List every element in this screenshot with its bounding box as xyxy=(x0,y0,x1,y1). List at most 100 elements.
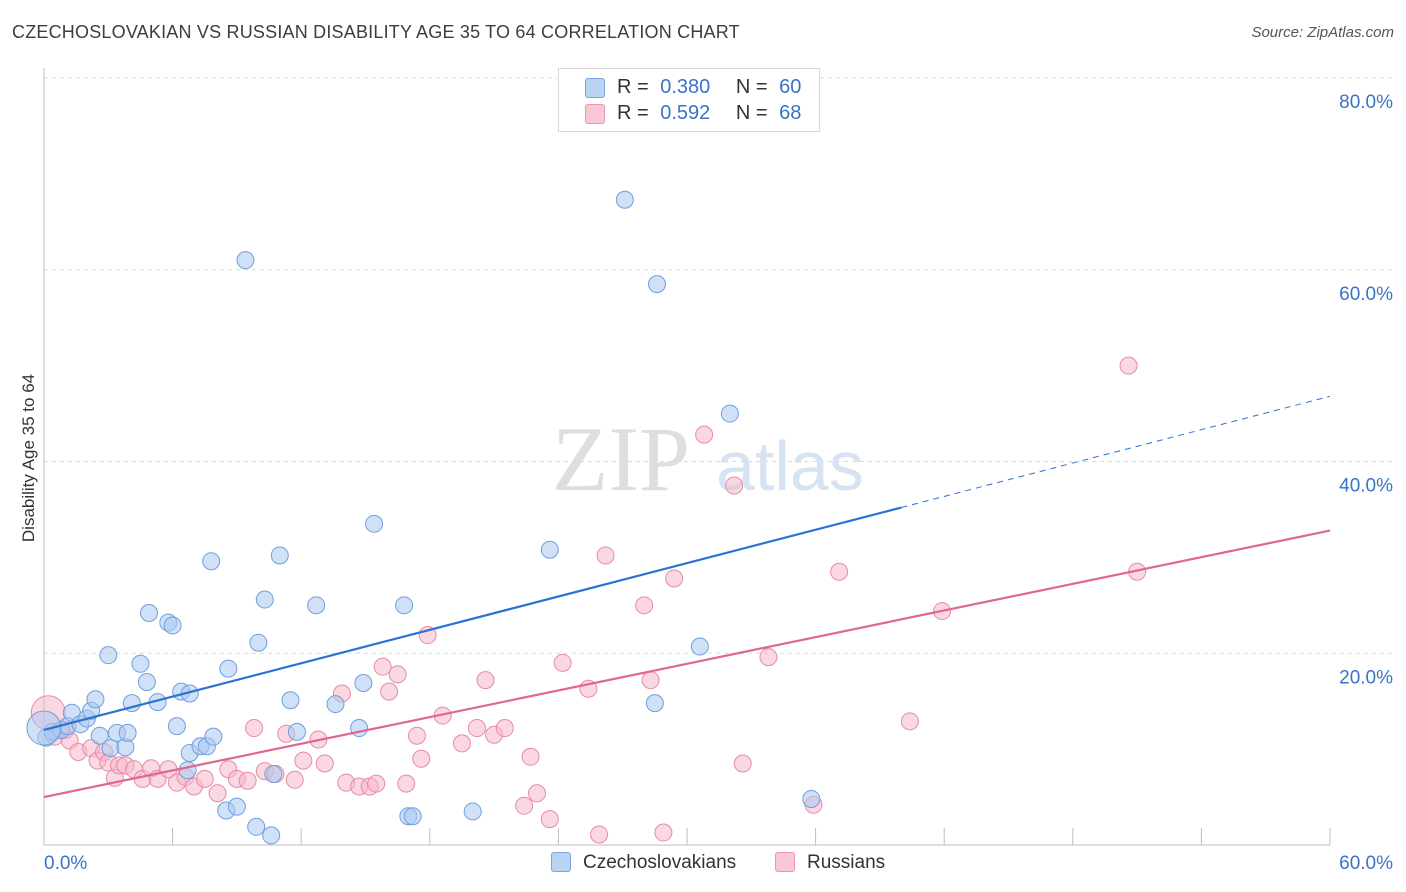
russian-point xyxy=(388,665,407,684)
czechoslovakian-point xyxy=(236,251,255,270)
chart-source: Source: ZipAtlas.com xyxy=(1251,24,1394,41)
russian-point xyxy=(665,569,684,588)
watermark: ZIP atlas xyxy=(552,408,864,510)
legend-swatch-pink xyxy=(585,104,605,124)
stats-legend: R = 0.380 N = 60 R = 0.592 N = 68 xyxy=(558,68,820,132)
bottom-legend-swatch-blue xyxy=(551,852,571,872)
russian-point xyxy=(476,671,495,690)
czechoslovakian-point xyxy=(131,654,150,673)
czechoslovakian-point xyxy=(249,633,268,652)
x-tick-label-max: 60.0% xyxy=(1339,853,1393,874)
czechoslovakian-point xyxy=(118,723,137,742)
y-tick-label: 60.0% xyxy=(1339,284,1393,305)
russian-point xyxy=(195,769,214,788)
czechoslovakian-point xyxy=(99,646,118,665)
russian-point xyxy=(467,719,486,738)
legend-n-value: 60 xyxy=(779,76,802,98)
czechoslovakian-point xyxy=(403,807,422,826)
y-tick-label: 20.0% xyxy=(1339,667,1393,688)
czechoslovakian-point xyxy=(255,590,274,609)
czechoslovakian-point xyxy=(326,695,345,714)
y-tick-label: 80.0% xyxy=(1339,92,1393,113)
russian-point xyxy=(830,562,849,581)
czechoslovakian-point xyxy=(140,603,159,622)
russian-point xyxy=(759,648,778,667)
czechoslovakian-point xyxy=(178,761,197,780)
legend-r-value: 0.380 xyxy=(660,76,711,98)
czechoslovakian-point xyxy=(540,540,559,559)
czechoslovakian-point xyxy=(163,616,182,635)
russian-point xyxy=(654,823,673,842)
czechoslovakian-point xyxy=(287,722,306,741)
czechoslovakian-point xyxy=(690,637,709,656)
russian-point xyxy=(725,476,744,495)
russian-point xyxy=(315,754,334,773)
russian-point xyxy=(208,784,227,803)
czechoslovakian-point xyxy=(219,659,238,678)
russian-point xyxy=(635,596,654,615)
y-tick-label: 40.0% xyxy=(1339,476,1393,497)
x-tick-label-min: 0.0% xyxy=(44,853,87,874)
czechoslovakian-point xyxy=(354,673,373,692)
czechoslovakian-point xyxy=(26,710,62,746)
czechoslovakian-point xyxy=(281,691,300,710)
czechoslovakian-point xyxy=(463,802,482,821)
czechoslovakian-point xyxy=(720,404,739,423)
czechoslovakian-point xyxy=(647,275,666,294)
legend-r-label: R = xyxy=(617,102,649,124)
russian-point xyxy=(452,734,471,753)
czechoslovakian-point xyxy=(101,739,120,758)
russian-point xyxy=(495,719,514,738)
czechoslovakian-trend-extension xyxy=(901,395,1331,509)
russian-point xyxy=(245,719,264,738)
russian-point xyxy=(1119,356,1138,375)
czechoslovakian-point xyxy=(262,826,281,845)
russian-point xyxy=(380,682,399,701)
russian-point xyxy=(285,770,304,789)
czechoslovakian-point xyxy=(247,817,266,836)
russian-point xyxy=(527,784,546,803)
russian-point xyxy=(407,726,426,745)
russian-point xyxy=(367,774,386,793)
czechoslovakian-point xyxy=(270,546,289,565)
czechoslovakian-point xyxy=(365,514,384,533)
czechoslovakian-point xyxy=(615,190,634,209)
watermark-zip: ZIP xyxy=(552,408,690,510)
legend-n-label: N = xyxy=(735,76,768,98)
russian-point xyxy=(515,796,534,815)
russian-point xyxy=(900,712,919,731)
bottom-legend-label: Czechoslovakians xyxy=(583,852,737,873)
russian-point xyxy=(553,653,572,672)
legend-swatch-blue xyxy=(585,78,605,98)
russian-point xyxy=(412,749,431,768)
czechoslovakian-point xyxy=(645,694,664,713)
czechoslovakian-point xyxy=(202,552,221,571)
legend-n-value: 68 xyxy=(779,102,802,124)
czechoslovakian-point xyxy=(90,726,109,745)
czechoslovakian-point xyxy=(86,690,105,709)
russian-point xyxy=(695,425,714,444)
czechoslovakian-point xyxy=(395,596,414,615)
chart-title: CZECHOSLOVAKIAN VS RUSSIAN DISABILITY AG… xyxy=(12,22,740,42)
czechoslovakian-point xyxy=(802,789,821,808)
legend-r-value: 0.592 xyxy=(660,102,711,124)
legend-r-label: R = xyxy=(617,76,649,98)
czechoslovakian-point xyxy=(204,727,223,746)
watermark-atlas: atlas xyxy=(716,427,864,505)
russian-point xyxy=(238,771,257,790)
bottom-legend-swatch-pink xyxy=(775,852,795,872)
bottom-legend-label: Russians xyxy=(807,852,886,873)
czechoslovakian-point xyxy=(307,596,326,615)
russian-point xyxy=(397,774,416,793)
russian-point xyxy=(540,810,559,829)
czechoslovakian-point xyxy=(167,717,186,736)
czechoslovakian-point xyxy=(137,673,156,692)
legend-n-label: N = xyxy=(735,102,768,124)
russian-point xyxy=(590,825,609,844)
russian-point xyxy=(521,747,540,766)
czechoslovakian-point xyxy=(227,797,246,816)
russian-trend-line xyxy=(43,529,1331,799)
russian-point xyxy=(596,546,615,565)
russian-point xyxy=(373,657,392,676)
